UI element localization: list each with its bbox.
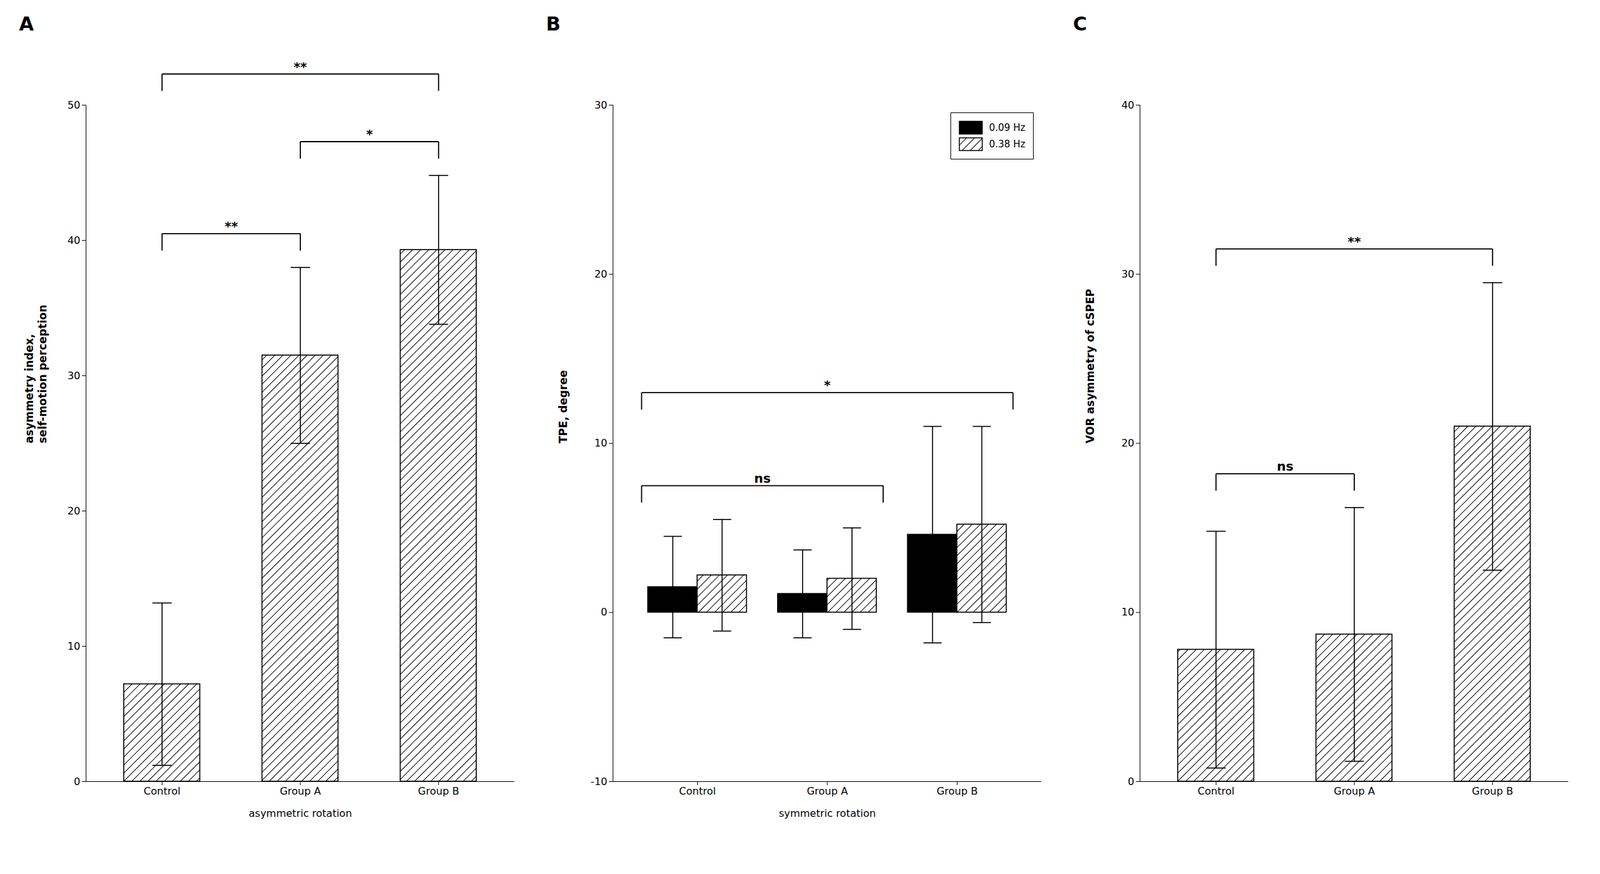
svg-text:Control: Control [143, 784, 181, 797]
html-text:B: B [546, 12, 561, 35]
svg-text:asymmetric rotation: asymmetric rotation [248, 806, 353, 820]
svg-text:30: 30 [594, 99, 607, 112]
svg-text:Group A: Group A [1333, 784, 1376, 797]
svg-text:-10: -10 [590, 775, 607, 788]
svg-text:20: 20 [594, 267, 607, 280]
svg-text:**: ** [293, 59, 308, 75]
svg-text:30: 30 [1121, 267, 1134, 280]
svg-text:0: 0 [73, 775, 80, 788]
html-text:0.09 Hz: 0.09 Hz [989, 121, 1026, 134]
svg-text:Control: Control [1197, 784, 1235, 797]
svg-text:0: 0 [600, 605, 607, 618]
svg-text:**: ** [1347, 233, 1362, 249]
svg-text:Group B: Group B [936, 784, 978, 797]
svg-text:Group B: Group B [1471, 784, 1514, 797]
svg-text:Control: Control [679, 784, 717, 797]
svg-text:*: * [824, 377, 832, 393]
svg-text:20: 20 [1121, 436, 1134, 449]
svg-text:10: 10 [1121, 605, 1134, 618]
svg-text:*: * [366, 126, 374, 142]
svg-text:Group B: Group B [417, 784, 460, 797]
html-text:A: A [19, 12, 34, 35]
svg-text:Group A: Group A [806, 784, 849, 797]
svg-text:40: 40 [67, 234, 80, 247]
html-text:0.38 Hz: 0.38 Hz [989, 138, 1026, 150]
svg-text:asymmetry index,: asymmetry index, [22, 333, 36, 444]
svg-text:10: 10 [594, 436, 607, 449]
svg-text:40: 40 [1121, 99, 1134, 112]
svg-text:Group A: Group A [280, 784, 322, 797]
svg-text:ns: ns [754, 470, 771, 486]
svg-text:30: 30 [67, 369, 80, 382]
svg-text:50: 50 [67, 99, 80, 112]
html-text:C: C [1073, 12, 1087, 35]
svg-text:0: 0 [1127, 775, 1134, 788]
svg-text:20: 20 [67, 504, 80, 517]
svg-text:**: ** [224, 218, 239, 234]
svg-text:VOR asymmetry of cSPEP: VOR asymmetry of cSPEP [1083, 288, 1097, 444]
svg-text:self-motion perception: self-motion perception [36, 304, 49, 444]
svg-text:symmetric rotation: symmetric rotation [779, 806, 877, 820]
svg-text:ns: ns [1276, 458, 1294, 474]
svg-text:10: 10 [67, 640, 80, 653]
svg-text:TPE, degree: TPE, degree [556, 370, 570, 444]
